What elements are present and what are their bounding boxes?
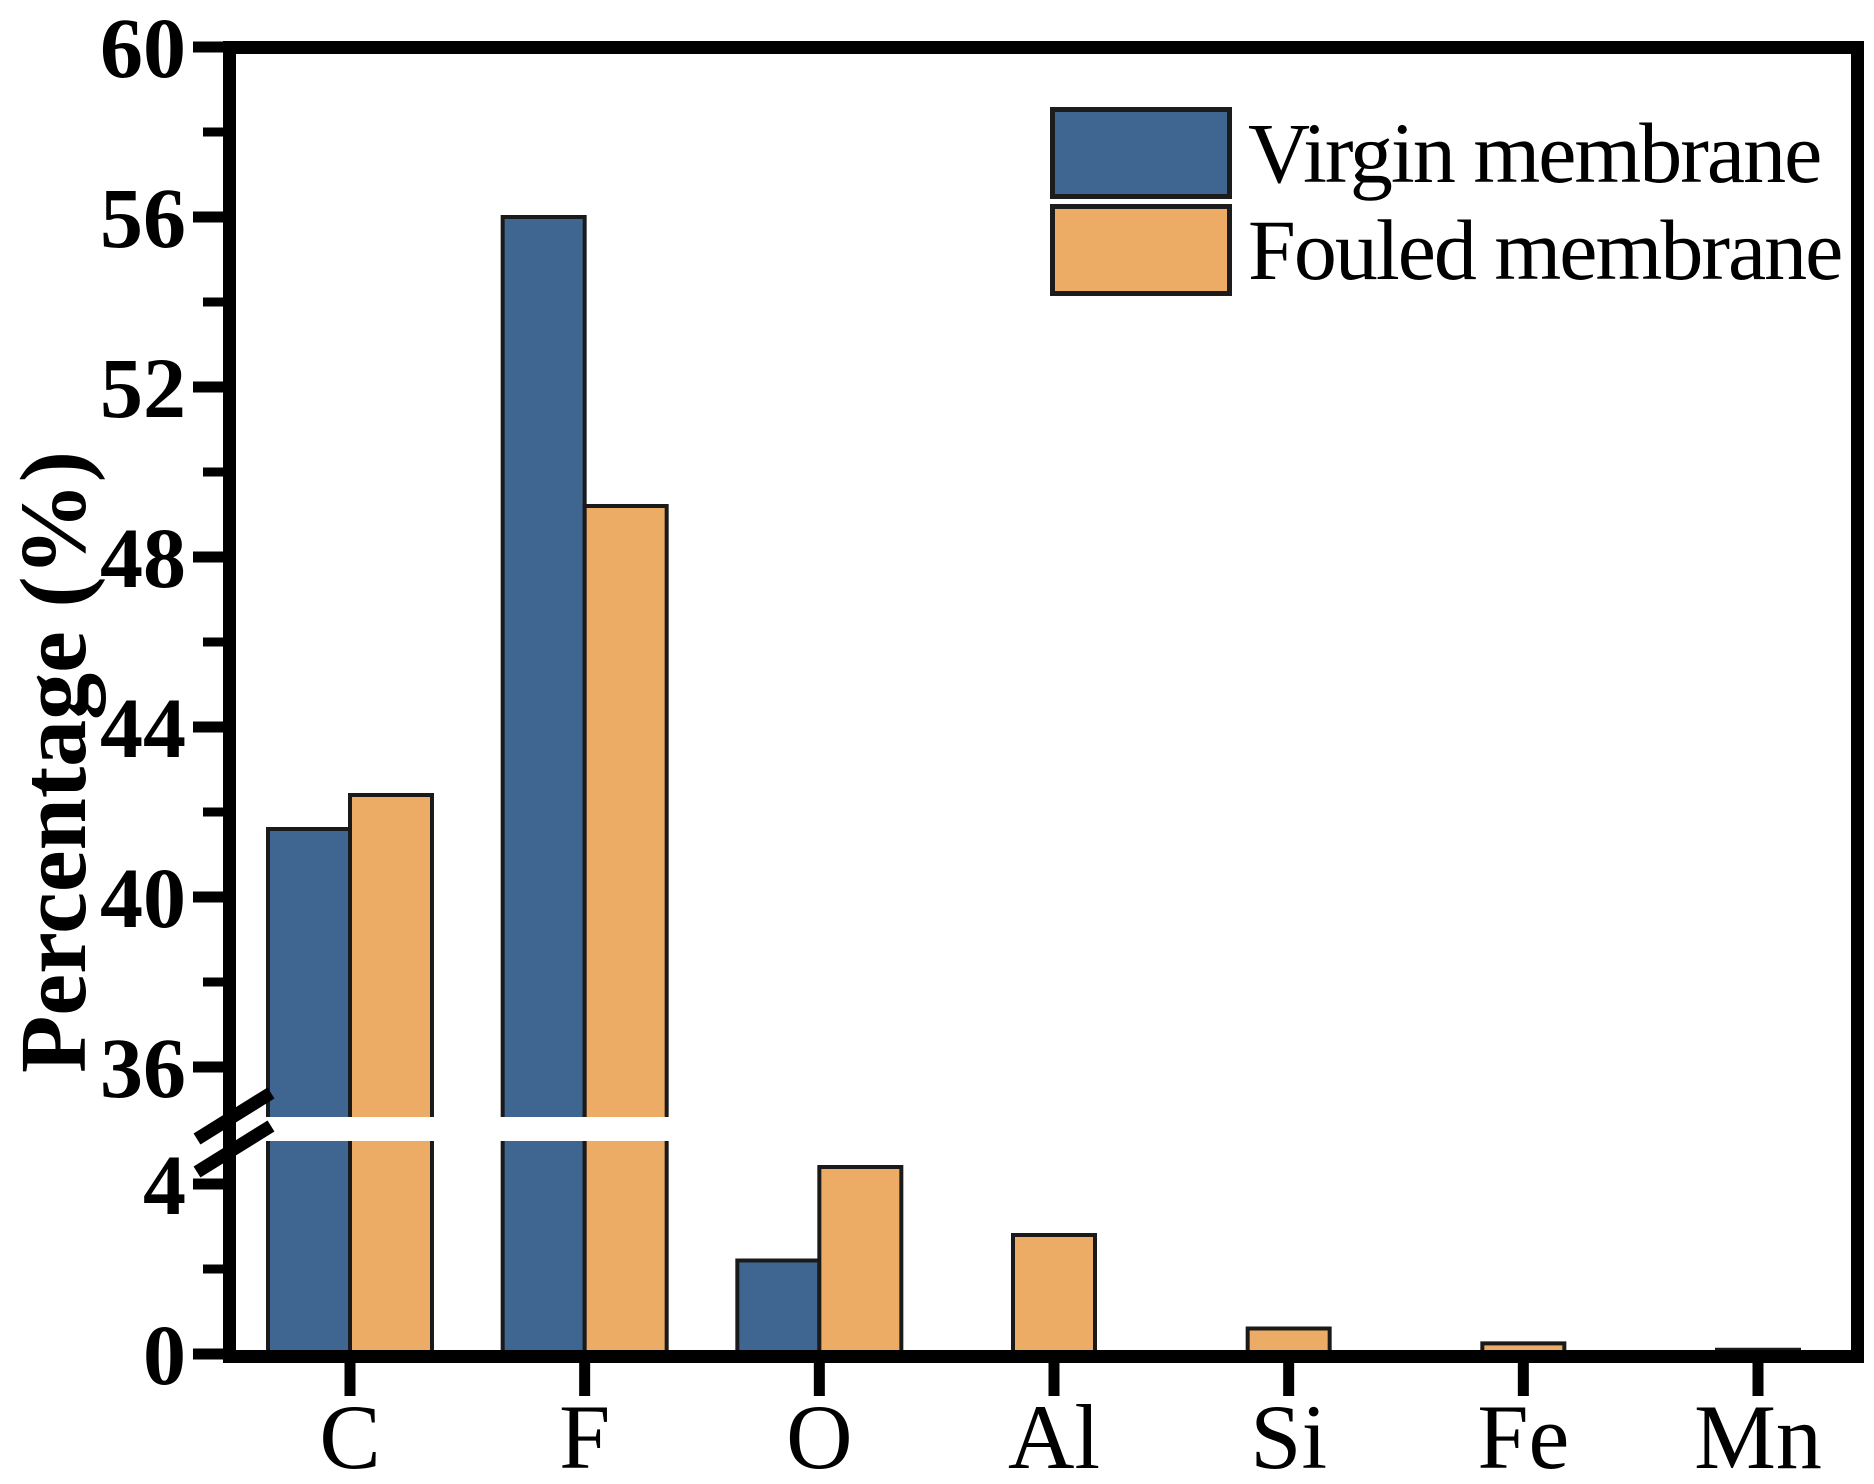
axis-break-slash [193, 1120, 275, 1178]
legend-label-fouled-membrane: Fouled membrane [1248, 201, 1843, 298]
y-minor-tick [203, 807, 223, 817]
x-tick-label-Si: Si [1250, 1386, 1327, 1484]
x-tick-label-Mn: Mn [1694, 1386, 1822, 1484]
y-major-tick [193, 211, 223, 223]
y-axis-spine [223, 41, 236, 1363]
x-tick-label-Al: Al [1008, 1386, 1100, 1484]
y-tick-label-0: 0 [143, 1307, 186, 1403]
bar-O-virgin-membrane [735, 1258, 822, 1354]
axis-break-gap [236, 1117, 1851, 1141]
legend-swatch-virgin-membrane [1050, 106, 1232, 199]
y-minor-tick [203, 637, 223, 647]
y-major-tick [193, 381, 223, 393]
x-major-tick-F [579, 1363, 591, 1396]
y-minor-tick [203, 127, 223, 137]
bar-C-virgin-membrane [266, 827, 352, 1354]
y-minor-tick [203, 297, 223, 307]
legend-label-virgin-membrane: Virgin membrane [1248, 104, 1822, 201]
y-tick-label-56: 56 [100, 170, 186, 266]
y-tick-label-4: 4 [143, 1137, 186, 1233]
y-minor-tick [203, 467, 223, 477]
x-axis-spine [223, 1350, 1864, 1363]
bar-F-fouled-membrane [582, 504, 669, 1354]
y-tick-label-40: 40 [100, 850, 186, 946]
y-tick-label-60: 60 [100, 0, 186, 96]
x-major-tick-O [813, 1363, 825, 1396]
bar-F-virgin-membrane [500, 215, 587, 1354]
y-major-tick [193, 1178, 223, 1190]
legend-item-fouled: Fouled membrane [1050, 201, 1843, 298]
y-tick-label-44: 44 [100, 680, 186, 776]
right-spine [1851, 41, 1864, 1363]
legend-swatch-fouled-membrane [1050, 203, 1232, 296]
x-major-tick-Mn [1752, 1363, 1764, 1396]
y-major-tick [193, 1348, 223, 1360]
bar-C-fouled-membrane [348, 793, 434, 1354]
y-major-tick [193, 891, 223, 903]
bar-Si-fouled-membrane [1245, 1326, 1332, 1354]
y-minor-tick [203, 977, 223, 987]
x-major-tick-Fe [1517, 1363, 1529, 1396]
legend-item-virgin: Virgin membrane [1050, 104, 1841, 201]
x-tick-label-O: O [786, 1386, 852, 1484]
top-spine [223, 41, 1864, 54]
y-minor-tick [203, 1264, 223, 1274]
bar-O-fouled-membrane [817, 1165, 904, 1354]
x-major-tick-C [344, 1363, 356, 1396]
x-tick-label-C: C [319, 1386, 380, 1484]
y-tick-label-48: 48 [100, 510, 186, 606]
y-major-tick [193, 721, 223, 733]
axis-break-slash [193, 1087, 275, 1145]
bar-Al-fouled-membrane [1011, 1233, 1098, 1354]
y-tick-label-52: 52 [100, 340, 186, 436]
x-tick-label-Fe: Fe [1477, 1386, 1569, 1484]
x-tick-label-F: F [559, 1386, 610, 1484]
y-tick-label-36: 36 [100, 1020, 186, 1116]
x-major-tick-Al [1048, 1363, 1060, 1396]
y-major-tick [193, 41, 223, 53]
y-axis-label: Percentage (%) [2, 450, 106, 1074]
y-major-tick [193, 1061, 223, 1073]
legend: Virgin membrane Fouled membrane [1050, 104, 1843, 298]
x-major-tick-Si [1283, 1363, 1295, 1396]
y-major-tick [193, 551, 223, 563]
